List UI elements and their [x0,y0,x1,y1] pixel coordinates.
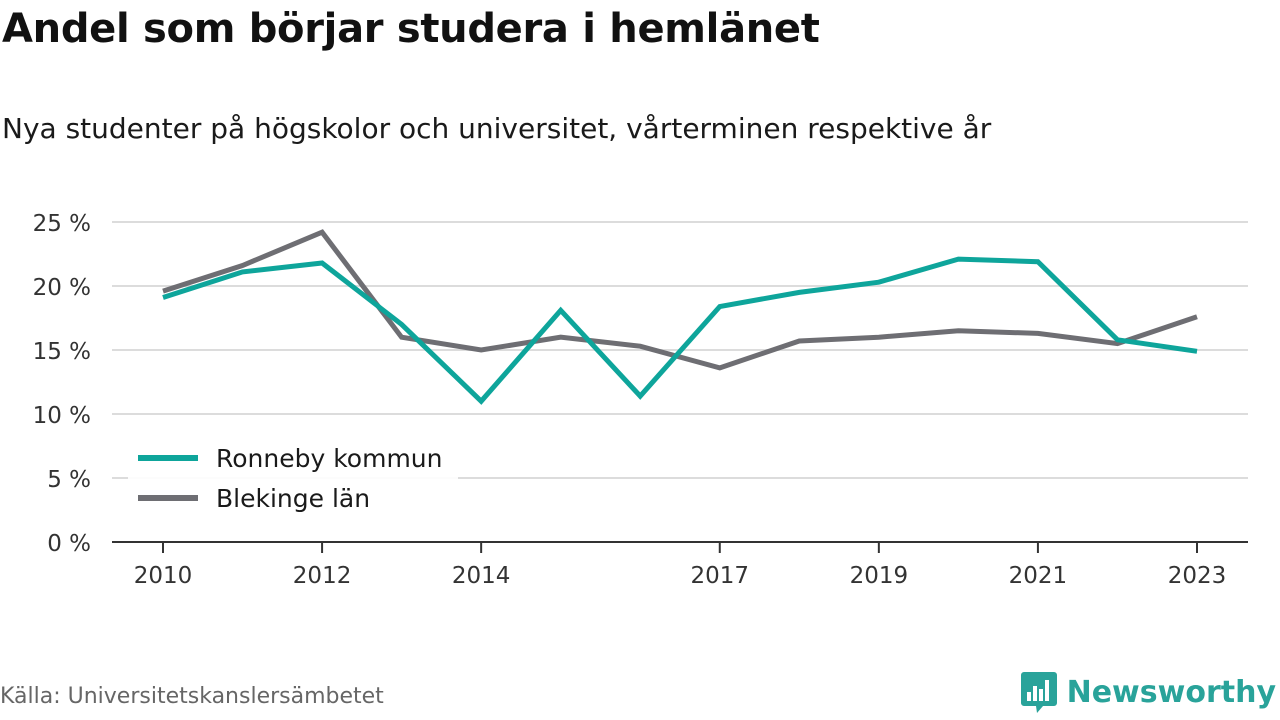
legend-label: Ronneby kommun [216,444,443,473]
series-lines [162,229,1198,405]
x-tick-label: 2017 [690,563,749,589]
y-axis-labels: 0 % 5 % 10 % 15 % 20 % 25 % [33,211,91,557]
y-tick-label: 25 % [33,211,91,237]
source-note: Källa: Universitetskanslersämbetet [0,684,384,709]
legend-background [128,436,458,522]
legend: Ronneby kommun Blekinge län [128,436,458,522]
y-tick-label: 0 % [47,531,91,557]
x-tick-label: 2012 [293,563,352,589]
x-tick-label: 2010 [134,563,193,589]
legend-label: Blekinge län [216,484,370,513]
series-line-blekinge-lan [162,229,1198,371]
x-axis: 2010 2012 2014 2017 2019 2021 2023 [112,541,1248,589]
x-tick-label: 2019 [850,563,909,589]
y-tick-label: 5 % [47,467,91,493]
chart-title: Andel som börjar studera i hemlänet [2,6,820,52]
series-line-ronneby-kommun [162,256,1198,405]
chart-subtitle: Nya studenter på högskolor och universit… [2,112,992,145]
x-tick-label: 2021 [1009,563,1068,589]
y-tick-label: 20 % [33,275,91,301]
brand-logo: Newsworthy [1020,670,1276,714]
x-tick-label: 2023 [1168,563,1227,589]
y-tick-label: 10 % [33,403,91,429]
x-tick-label: 2014 [452,563,511,589]
y-tick-label: 15 % [33,339,91,365]
bar-chart-logo-icon [1020,672,1057,713]
brand-name: Newsworthy [1066,674,1276,710]
